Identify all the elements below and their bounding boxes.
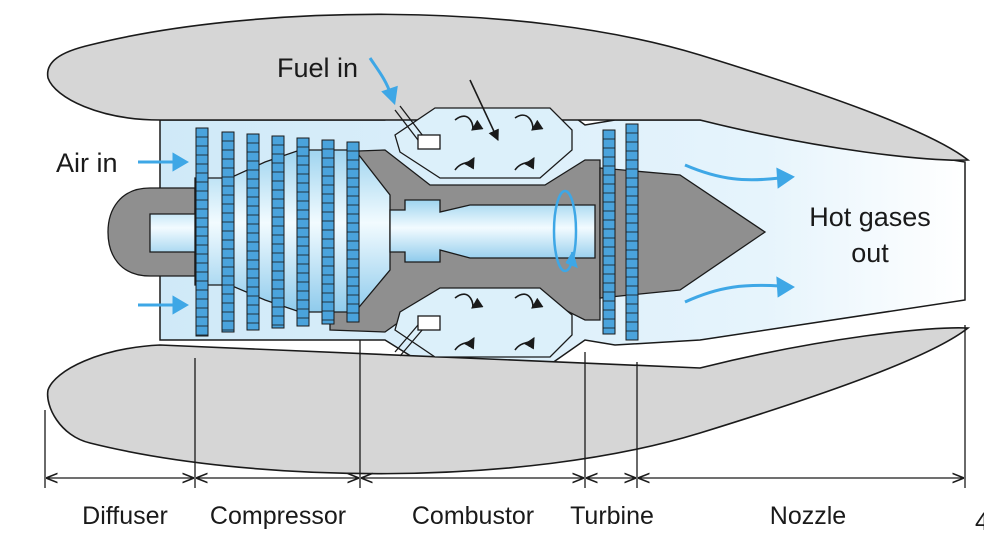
compressor-blade-row-2 [221, 131, 235, 333]
blade-rows [195, 123, 639, 341]
turbine-blade-row-2 [625, 123, 639, 341]
shaft-rotation-icon [552, 189, 578, 273]
section-label-diffuser: Diffuser [82, 502, 168, 530]
hot-gases-label-line2: out [851, 238, 889, 268]
exhaust-cone [599, 167, 767, 299]
lower-nacelle [46, 326, 971, 475]
turbine-blade-row-1 [602, 129, 616, 335]
section-label-combustor: Combustor [412, 502, 534, 530]
fuel-injector-upper [394, 105, 441, 150]
section-dimension-lines [44, 325, 966, 488]
upper-nacelle [46, 13, 971, 162]
compressor-blade-row-7 [346, 141, 360, 323]
fuel-in-label: Fuel in [277, 53, 358, 83]
section-label-turbine: Turbine [570, 502, 654, 530]
section-label-nozzle: Nozzle [770, 502, 846, 530]
compressor-blade-row-6 [321, 139, 335, 325]
air-in-label: Air in [56, 148, 118, 178]
hot-gases-label: Hot gases [809, 202, 931, 232]
combustion-flow-arrows [454, 79, 544, 351]
compressor-blade-row-1 [195, 127, 209, 337]
compressor-blade-row-4 [271, 135, 285, 329]
section-label-compressor: Compressor [210, 502, 346, 530]
page-number-fragment: 4 [975, 508, 984, 536]
airflow-arrows [138, 57, 795, 315]
fuel-injector-lower [394, 315, 441, 357]
compressor-blade-row-3 [246, 133, 260, 331]
compressor-blade-row-5 [296, 137, 310, 327]
main-shaft [149, 199, 596, 263]
